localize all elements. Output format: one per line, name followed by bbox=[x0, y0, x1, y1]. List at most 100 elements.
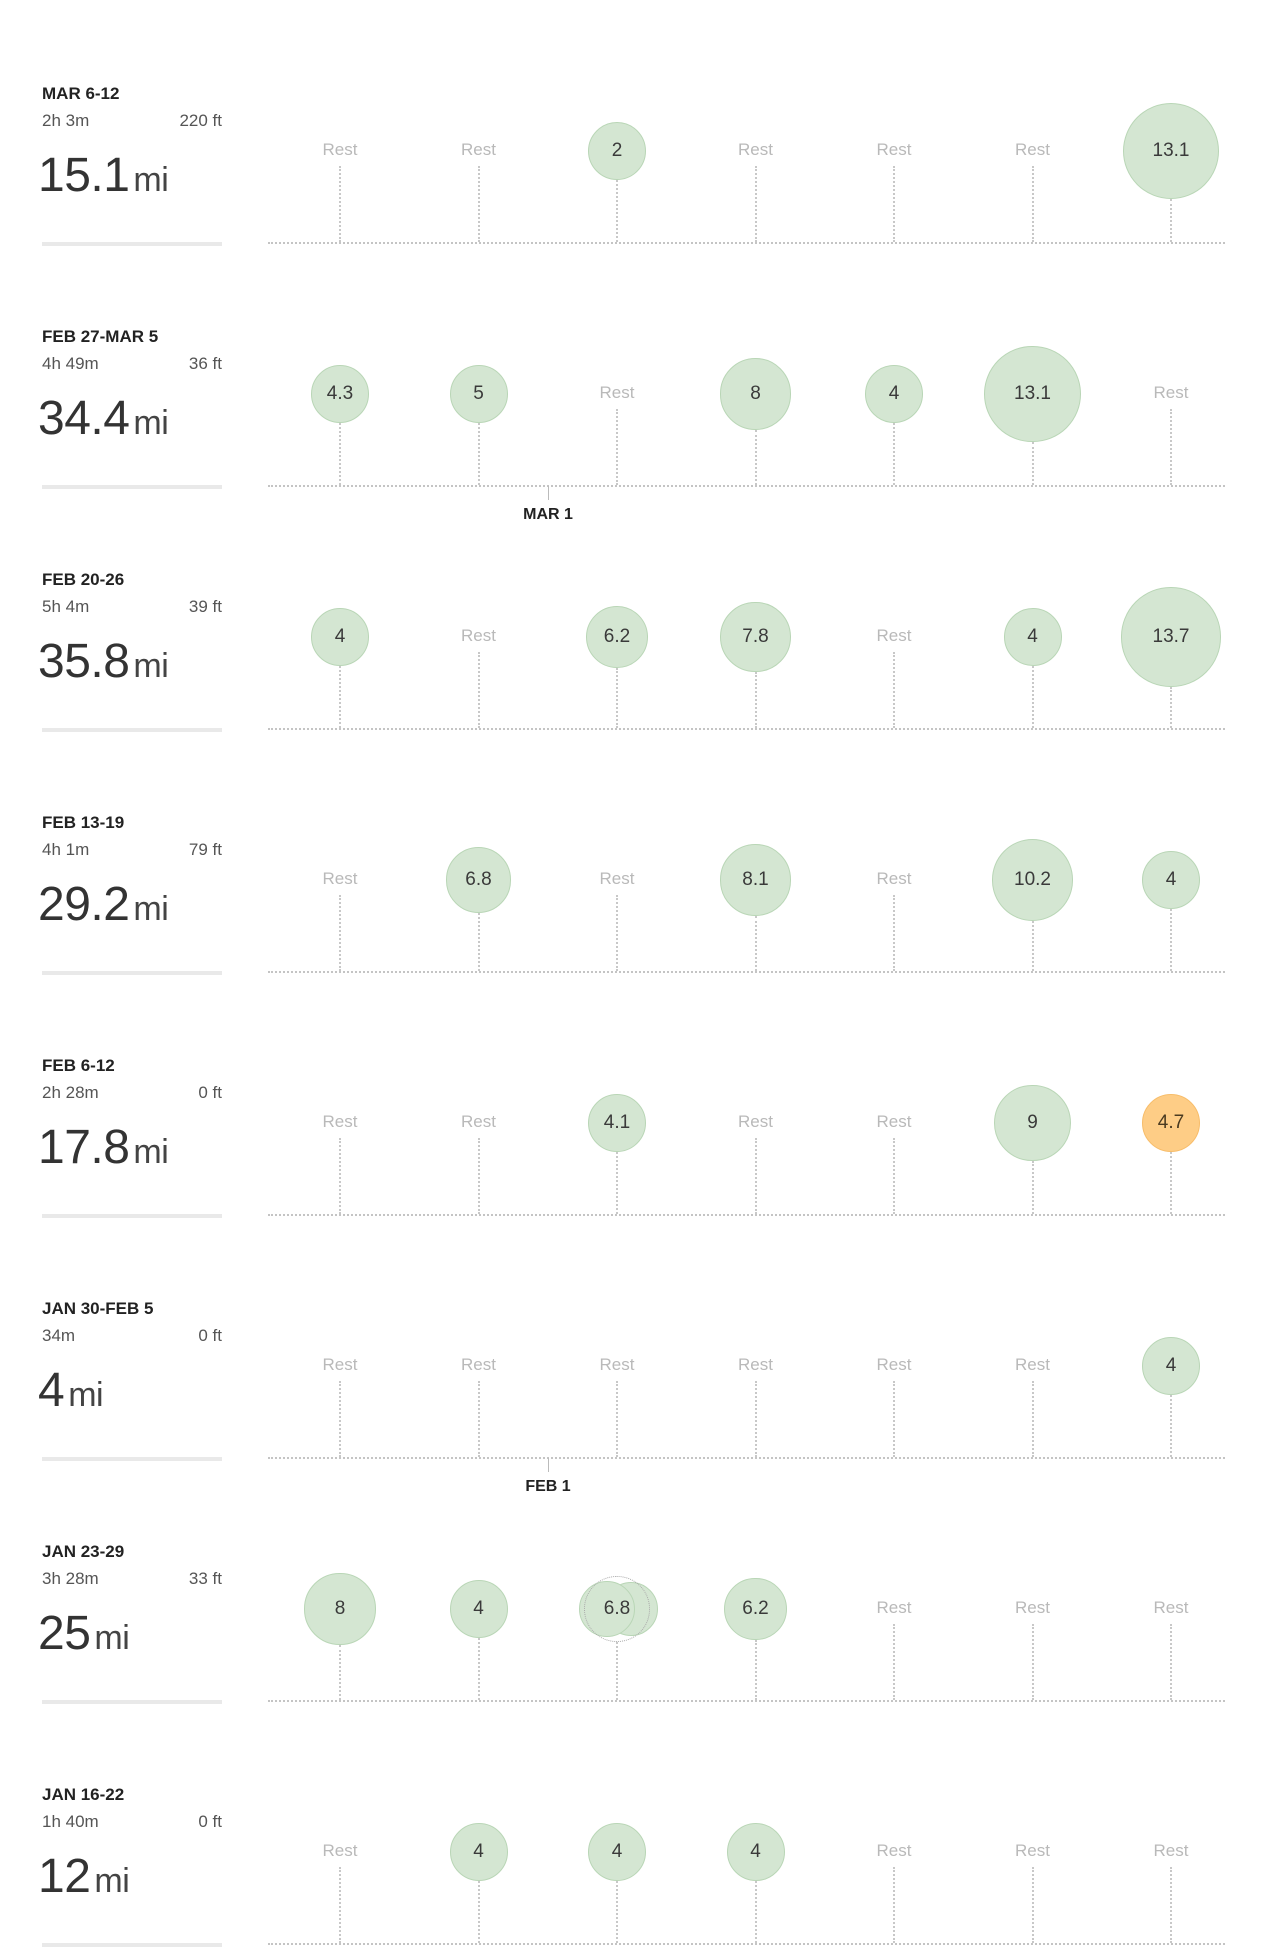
run-bubble[interactable]: 7.8 bbox=[720, 601, 791, 673]
run-distance-label: 8 bbox=[334, 1597, 346, 1619]
run-bubble[interactable]: 8.1 bbox=[719, 844, 792, 916]
month-label: FEB 1 bbox=[525, 1478, 571, 1495]
day-stem bbox=[616, 1152, 618, 1214]
day-stem bbox=[477, 1138, 480, 1214]
rest-day-label: Rest bbox=[1015, 1598, 1050, 1617]
run-bubble[interactable]: 4.3 bbox=[311, 365, 369, 423]
rest-day-label: Rest bbox=[876, 626, 912, 645]
run-bubble[interactable]: 4 bbox=[726, 1823, 785, 1881]
day-stem bbox=[1031, 1381, 1034, 1457]
week-day-plot: 4 Rest 6.2 7.8 Rest 4 13.7 bbox=[0, 496, 1264, 736]
week-row[interactable]: FEB 20-26 5h 4m 39 ft 35.8 mi 4 Rest 6.2 7.8 Rest… bbox=[0, 496, 1264, 736]
week-row[interactable]: FEB 13-19 4h 1m 79 ft 29.2 mi Rest 6.8 Rest 8.1 R… bbox=[0, 739, 1264, 979]
run-distance-label: 4 bbox=[611, 1841, 623, 1862]
run-bubble[interactable]: 8 bbox=[719, 358, 792, 430]
week-row[interactable]: FEB 27-MAR 5 4h 49m 36 ft 34.4 mi 4.3 5 Rest 8 4 1… bbox=[0, 253, 1264, 493]
rest-day-label: Rest bbox=[322, 140, 358, 159]
week-baseline bbox=[268, 242, 1225, 244]
week-day-plot: Rest 6.8 Rest 8.1 Rest 10.2 4 bbox=[0, 739, 1264, 979]
run-bubble[interactable]: 4 bbox=[449, 1823, 508, 1881]
day-stem bbox=[893, 1624, 895, 1700]
week-duration: 2h 3m bbox=[42, 111, 90, 130]
week-distance-value: 25 bbox=[38, 1607, 91, 1660]
run-bubble[interactable]: 6.2 bbox=[724, 1577, 787, 1641]
rest-day-label: Rest bbox=[1015, 1841, 1050, 1860]
week-summary: FEB 13-19 4h 1m 79 ft 29.2 mi bbox=[38, 739, 222, 979]
day-stem bbox=[893, 1381, 895, 1457]
day-stem bbox=[1031, 442, 1034, 485]
day-stem bbox=[1031, 1161, 1034, 1214]
day-stem bbox=[339, 1381, 341, 1457]
run-bubble[interactable]: 6.8 bbox=[445, 847, 512, 913]
run-bubble[interactable]: 5 bbox=[449, 365, 508, 423]
run-distance-label: 6.8 bbox=[465, 868, 492, 890]
week-day-plot: Rest 4 4 4 Rest Rest Rest bbox=[0, 1711, 1264, 1951]
week-distance-value: 4 bbox=[38, 1364, 65, 1417]
week-row[interactable]: JAN 30-FEB 5 34m 0 ft 4 mi Rest Rest Rest Rest Re… bbox=[0, 1225, 1264, 1465]
run-distance-label: 4.3 bbox=[326, 383, 354, 404]
day-stem bbox=[477, 912, 480, 971]
day-stem bbox=[1031, 166, 1034, 242]
day-stem bbox=[754, 1138, 757, 1214]
run-bubble[interactable]: 9 bbox=[994, 1084, 1071, 1162]
run-distance-label: 4 bbox=[750, 1841, 761, 1862]
week-elevation: 79 ft bbox=[188, 840, 222, 859]
week-duration: 5h 4m bbox=[42, 597, 90, 616]
run-bubble[interactable]: 4 bbox=[1142, 851, 1200, 909]
week-distance: 17.8 mi bbox=[38, 1120, 169, 1175]
run-bubble[interactable]: 4.7 bbox=[1142, 1094, 1200, 1152]
week-distance-value: 29.2 bbox=[38, 878, 130, 931]
rest-day-label: Rest bbox=[1153, 383, 1189, 402]
week-row[interactable]: MAR 6-12 2h 3m 220 ft 15.1 mi Rest Rest 2 Rest Re… bbox=[0, 10, 1264, 250]
run-bubble[interactable]: 4 bbox=[588, 1823, 646, 1881]
day-stem bbox=[616, 895, 618, 971]
run-distance-label: 13.1 bbox=[1152, 139, 1190, 161]
day-stem bbox=[477, 1638, 480, 1700]
week-duration: 1h 40m bbox=[42, 1812, 99, 1831]
week-summary: JAN 23-29 3h 28m 33 ft 25 mi bbox=[38, 1468, 222, 1708]
day-stem bbox=[339, 1867, 341, 1943]
week-duration: 4h 1m bbox=[42, 840, 90, 859]
run-bubble[interactable]: 8 bbox=[304, 1573, 376, 1645]
day-stem bbox=[893, 166, 895, 242]
run-bubble[interactable]: 4 bbox=[865, 365, 923, 423]
week-distance-value: 17.8 bbox=[38, 1121, 130, 1174]
week-elevation: 0 ft bbox=[198, 1326, 222, 1345]
day-stem bbox=[339, 666, 341, 728]
week-distance: 12 mi bbox=[38, 1849, 130, 1904]
run-bubble[interactable]: 4 bbox=[449, 1580, 508, 1638]
week-summary: FEB 27-MAR 5 4h 49m 36 ft 34.4 mi bbox=[38, 253, 222, 493]
run-distance-label: 4.1 bbox=[603, 1112, 631, 1133]
week-row[interactable]: JAN 23-29 3h 28m 33 ft 25 mi 8 4 6.8 6.2 Rest Rest… bbox=[0, 1468, 1264, 1708]
run-bubble[interactable]: 4 bbox=[1142, 1337, 1200, 1395]
rest-day-label: Rest bbox=[322, 1112, 358, 1131]
week-row[interactable]: FEB 6-12 2h 28m 0 ft 17.8 mi Rest Rest 4.1 Rest R… bbox=[0, 982, 1264, 1222]
week-row[interactable]: JAN 16-22 1h 40m 0 ft 12 mi Rest 4 4 4 Rest Rest Re… bbox=[0, 1711, 1264, 1951]
week-distance-value: 15.1 bbox=[38, 149, 130, 202]
day-stem bbox=[339, 166, 341, 242]
run-bubble[interactable]: 13.1 bbox=[1122, 102, 1220, 200]
week-summary: JAN 30-FEB 5 34m 0 ft 4 mi bbox=[38, 1225, 222, 1465]
run-distance-label: 4.7 bbox=[1157, 1112, 1185, 1133]
run-bubble[interactable]: 13.7 bbox=[1121, 587, 1221, 687]
run-bubble[interactable]: 13.1 bbox=[984, 345, 1081, 443]
run-bubble[interactable]: 10.2 bbox=[991, 839, 1074, 921]
run-distance-label: 4 bbox=[1165, 1355, 1177, 1376]
day-stem bbox=[477, 1881, 480, 1943]
rest-day-label: Rest bbox=[1015, 1355, 1050, 1374]
run-distance-label: 13.1 bbox=[1014, 382, 1051, 404]
day-stem bbox=[1170, 1867, 1172, 1943]
day-stem bbox=[339, 1644, 341, 1700]
run-bubble[interactable]: 2 bbox=[588, 122, 646, 180]
run-bubble[interactable]: 4 bbox=[311, 608, 369, 666]
day-stem bbox=[616, 1881, 618, 1943]
run-bubble[interactable]: 6.2 bbox=[585, 605, 649, 669]
week-baseline bbox=[268, 971, 1225, 973]
run-distance-label: 4 bbox=[334, 626, 346, 647]
day-stem bbox=[616, 180, 618, 242]
week-range-label: FEB 27-MAR 5 bbox=[42, 327, 159, 346]
run-distance-label: 2 bbox=[611, 140, 623, 161]
day-stem bbox=[1031, 920, 1034, 971]
run-bubble[interactable]: 4.1 bbox=[588, 1094, 646, 1152]
run-bubble[interactable]: 4 bbox=[1003, 608, 1062, 666]
